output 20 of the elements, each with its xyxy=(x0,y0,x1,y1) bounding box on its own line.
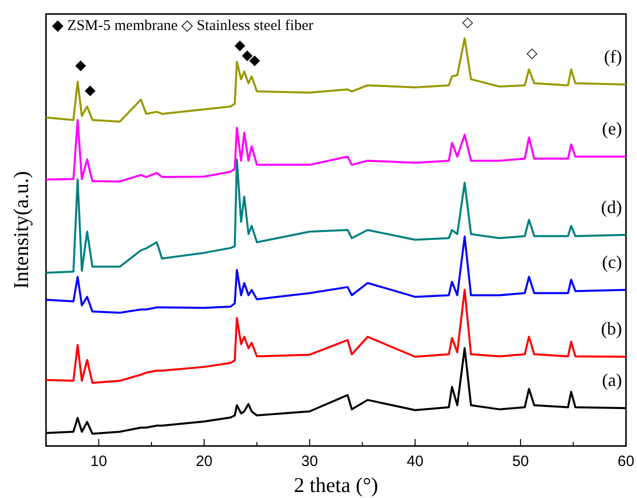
x-tick-label: 20 xyxy=(196,453,213,470)
annotation: ◆ xyxy=(234,38,246,54)
series-label: (a) xyxy=(602,370,622,390)
x-tick-label: 10 xyxy=(90,453,108,470)
series-label: (d) xyxy=(601,196,622,217)
y-axis-title: Intensity(a.u.) xyxy=(9,171,33,289)
text: ◆ ZSM-5 membrane ◇ Stainless steel fiber xyxy=(52,18,314,34)
annotation: ◆ xyxy=(84,82,96,99)
x-tick-label: 40 xyxy=(406,453,424,470)
series-label: (f) xyxy=(604,46,622,67)
annotation: ◆ xyxy=(75,58,86,74)
annotation: ◇ xyxy=(462,14,474,30)
x-tick-label: 50 xyxy=(512,453,529,470)
series-label: (e) xyxy=(602,118,622,139)
series-label: (b) xyxy=(601,318,622,339)
x-tick-label: 60 xyxy=(618,453,634,470)
x-axis-title: 2 theta (°) xyxy=(294,473,378,497)
series-label: (c) xyxy=(602,252,622,272)
annotation: ◇ xyxy=(526,45,538,62)
x-tick-label: 30 xyxy=(301,453,318,470)
